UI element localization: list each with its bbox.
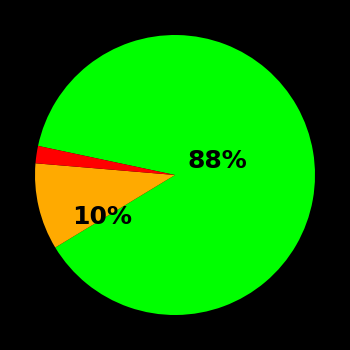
- Wedge shape: [35, 146, 175, 175]
- Wedge shape: [38, 35, 315, 315]
- Wedge shape: [35, 163, 175, 247]
- Text: 10%: 10%: [72, 205, 132, 229]
- Text: 88%: 88%: [187, 149, 247, 173]
